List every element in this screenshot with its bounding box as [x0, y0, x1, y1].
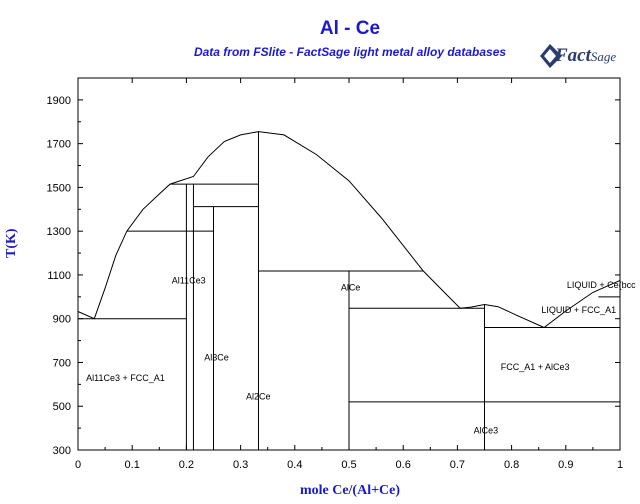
- y-tick-label: 1300: [47, 226, 71, 238]
- phase-label: FCC_A1 + AlCe3: [501, 362, 570, 372]
- phase-label: AlCe3: [474, 426, 499, 436]
- y-tick-label: 1100: [47, 270, 71, 282]
- x-tick-label: 0.3: [233, 459, 248, 471]
- phase-label: Al2Ce: [246, 392, 271, 402]
- chart-subtitle: Data from FSlite - FactSage light metal …: [193, 45, 507, 59]
- y-tick-label: 1900: [47, 95, 71, 107]
- x-tick-label: 0.2: [179, 459, 194, 471]
- phase-label: AlCe: [341, 282, 361, 292]
- x-tick-label: 0: [75, 459, 81, 471]
- factsage-logo-icon: [540, 44, 562, 68]
- factsage-logo-text: FactSage: [555, 45, 617, 66]
- phase-label: Al11Ce3 + FCC_A1: [86, 373, 165, 383]
- x-tick-label: 0.4: [287, 459, 302, 471]
- y-tick-label: 1500: [47, 182, 71, 194]
- phase-label: Al11Ce3: [172, 276, 206, 286]
- y-axis-label: T(K): [4, 228, 19, 258]
- y-tick-label: 500: [53, 401, 71, 413]
- phase-label: LIQUID + Ce(bcc: [567, 280, 636, 290]
- x-tick-label: 1: [617, 459, 623, 471]
- x-axis-label: mole Ce/(Al+Ce): [299, 483, 401, 498]
- y-tick-label: 300: [53, 445, 71, 457]
- y-tick-label: 900: [53, 314, 71, 326]
- liquidus-curve: [77, 131, 621, 329]
- chart-title: Al - Ce: [319, 18, 381, 39]
- x-tick-label: 0.8: [504, 459, 519, 471]
- y-tick-label: 700: [53, 357, 71, 369]
- y-tick-label: 1700: [47, 139, 71, 151]
- x-tick-label: 0.5: [341, 459, 356, 471]
- x-tick-label: 0.7: [450, 459, 465, 471]
- x-tick-label: 0.6: [396, 459, 411, 471]
- x-tick-label: 0.1: [125, 459, 140, 471]
- x-tick-label: 0.9: [558, 459, 573, 471]
- phase-label: LIQUID + FCC_A1: [541, 305, 616, 315]
- phase-label: Al3Ce: [204, 352, 229, 362]
